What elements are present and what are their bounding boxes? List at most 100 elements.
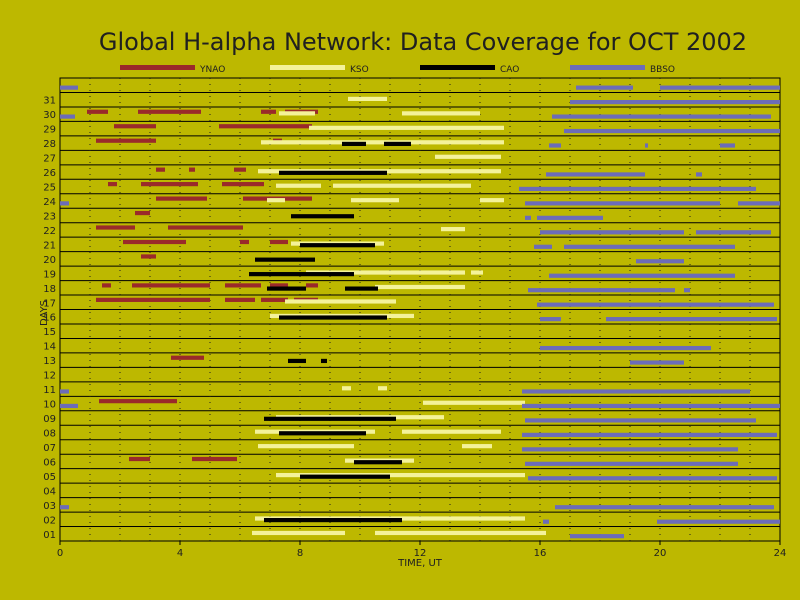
- coverage-bar-kso: [276, 183, 321, 188]
- coverage-bar-bbso: [543, 519, 549, 524]
- coverage-bar-bbso: [60, 389, 69, 394]
- y-axis-label: DAYS: [39, 300, 50, 326]
- x-tick-label: 16: [534, 548, 547, 559]
- y-tick-label: 19: [43, 269, 56, 280]
- coverage-bar-ynao: [189, 167, 195, 172]
- x-axis-label: TIME, UT: [397, 558, 443, 569]
- y-tick-label: 13: [43, 356, 56, 367]
- coverage-bar-bbso: [60, 114, 75, 119]
- coverage-bar-ynao: [234, 167, 246, 172]
- y-tick-label: 23: [43, 211, 56, 222]
- coverage-bar-bbso: [519, 186, 756, 192]
- coverage-bar-ynao: [171, 355, 204, 360]
- x-tick-label: 12: [414, 548, 427, 559]
- coverage-bar-bbso: [720, 143, 735, 148]
- coverage-bar-bbso: [537, 215, 603, 220]
- y-tick-label: 21: [43, 240, 56, 251]
- y-tick-label: 20: [43, 255, 56, 266]
- coverage-bar-kso: [462, 444, 492, 449]
- y-tick-label: 28: [43, 139, 56, 150]
- coverage-bar-kso: [309, 125, 504, 130]
- coverage-bar-cao: [264, 416, 396, 421]
- legend: YNAO KSO CAO BBSO: [120, 65, 675, 75]
- coverage-bar-bbso: [570, 534, 624, 539]
- coverage-bar-ynao: [222, 182, 264, 187]
- coverage-bar-ynao: [141, 254, 156, 259]
- coverage-bar-bbso: [552, 114, 771, 119]
- coverage-bar-ynao: [270, 239, 288, 245]
- chart-title: Global H-alpha Network: Data Coverage fo…: [99, 28, 747, 56]
- coverage-bar-cao: [288, 358, 306, 364]
- coverage-bar-ynao: [138, 109, 201, 114]
- y-tick-label: 26: [43, 168, 56, 179]
- coverage-bar-ynao: [225, 283, 261, 288]
- coverage-bar-cao: [249, 272, 354, 277]
- coverage-bar-cao: [321, 358, 327, 364]
- legend-label-kso: KSO: [350, 65, 369, 75]
- coverage-bar-kso: [342, 386, 351, 391]
- y-tick-label: 03: [43, 501, 56, 512]
- y-tick-label: 17: [43, 298, 56, 309]
- coverage-bar-bbso: [528, 476, 777, 481]
- coverage-bar-ynao: [219, 124, 312, 129]
- coverage-bar-bbso: [696, 172, 702, 177]
- coverage-bar-kso: [402, 111, 480, 116]
- coverage-bar-kso: [306, 270, 465, 275]
- coverage-bar-ynao: [114, 124, 156, 129]
- coverage-bar-bbso: [645, 143, 648, 148]
- coverage-bar-bbso: [60, 505, 69, 510]
- coverage-bar-kso: [441, 227, 465, 232]
- coverage-bar-bbso: [738, 201, 780, 206]
- coverage-bar-bbso: [549, 273, 735, 278]
- coverage-bar-kso: [402, 429, 501, 434]
- coverage-bar-kso: [261, 140, 504, 145]
- coverage-bar-kso: [348, 96, 387, 102]
- coverage-bar-bbso: [534, 244, 552, 249]
- legend-swatch-kso: [270, 65, 345, 70]
- coverage-bar-kso: [276, 472, 525, 478]
- coverage-bar-bbso: [696, 230, 771, 235]
- coverage-bar-bbso: [522, 432, 777, 437]
- coverage-bar-kso: [375, 530, 546, 536]
- y-tick-label: 31: [43, 96, 56, 107]
- coverage-bar-cao: [384, 141, 411, 147]
- coverage-bar-bbso: [555, 505, 774, 510]
- coverage-bar-bbso: [528, 288, 675, 293]
- coverage-bar-ynao: [141, 182, 198, 187]
- y-tick-label: 07: [43, 443, 56, 454]
- y-tick-label: 06: [43, 457, 56, 468]
- coverage-bar-bbso: [570, 100, 780, 105]
- coverage-bar-cao: [279, 170, 387, 175]
- coverage-bar-ynao: [192, 456, 237, 462]
- coverage-bar-ynao: [96, 297, 210, 302]
- x-tick-label: 24: [774, 548, 787, 559]
- coverage-bar-bbso: [576, 85, 633, 90]
- y-tick-label: 24: [43, 197, 56, 208]
- coverage-bar-cao: [264, 517, 402, 523]
- coverage-bar-cao: [255, 257, 315, 262]
- y-tick-label: 18: [43, 284, 56, 295]
- legend-swatch-cao: [420, 65, 495, 70]
- coverage-bar-ynao: [270, 283, 288, 288]
- y-tick-label: 11: [43, 385, 56, 396]
- y-tick-label: 09: [43, 414, 56, 425]
- coverage-bar-ynao: [135, 210, 150, 216]
- y-tick-label: 22: [43, 226, 56, 237]
- y-tick-label: 25: [43, 183, 56, 194]
- x-tick-label: 0: [57, 548, 63, 559]
- coverage-bar-ynao: [108, 182, 117, 187]
- y-tick-label: 16: [43, 313, 56, 324]
- coverage-bar-bbso: [540, 317, 561, 322]
- coverage-bar-bbso: [564, 128, 780, 134]
- coverage-bar-bbso: [525, 201, 720, 206]
- coverage-bar-bbso: [525, 461, 738, 466]
- coverage-bar-ynao: [123, 239, 186, 245]
- coverage-bar-kso: [471, 270, 483, 275]
- y-tick-label: 08: [43, 428, 56, 439]
- coverage-bar-bbso: [660, 85, 780, 90]
- coverage-bar-cao: [279, 315, 387, 320]
- coverage-bar-cao: [267, 286, 306, 291]
- legend-label-cao: CAO: [500, 65, 519, 75]
- legend-swatch-ynao: [120, 65, 195, 70]
